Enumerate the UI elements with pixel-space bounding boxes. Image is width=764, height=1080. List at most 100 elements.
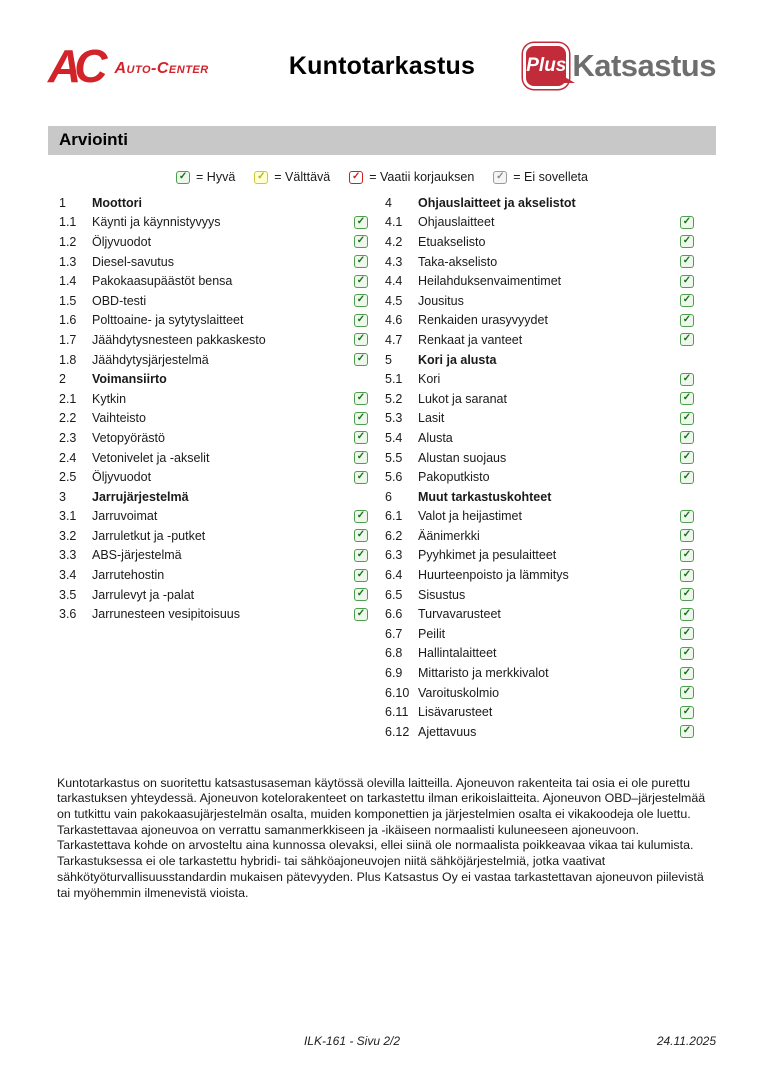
item-number: 5.6 [385,470,403,485]
legend-item-na: ✓ = Ei sovelleta [493,170,588,184]
item-label: Jarrulevyt ja -palat [92,587,195,602]
status-checkbox-good-icon: ✓ [680,451,694,465]
checklist-item-row: 2.1 Kytkin ✓ [59,389,369,409]
item-label: Hallintalaitteet [418,646,497,661]
item-number: 6.2 [385,528,403,543]
status-checkbox-good-icon: ✓ [680,509,694,523]
item-number: 6.7 [385,626,403,641]
item-number: 5.5 [385,450,403,465]
item-number: 6.12 [385,724,410,739]
item-number: 6.5 [385,587,403,602]
report-header: AC Auto-Center Kuntotarkastus Plus Katsa… [48,36,716,96]
status-checkbox-good-icon: ✓ [354,392,368,406]
item-label: Jäähdytysjärjestelmä [92,352,209,367]
item-number: 2.3 [59,430,77,445]
checklist-item-row: 4.4 Heilahduksenvaimentimet ✓ [385,271,695,291]
item-label: Pakokaasupäästöt bensa [92,274,233,289]
item-label: Pyyhkimet ja pesulaitteet [418,548,557,563]
checklist-item-row: 4.2 Etuakselisto ✓ [385,232,695,252]
item-label: Vetonivelet ja -akselit [92,450,210,465]
item-label: Öljyvuodot [92,234,152,249]
item-label: Jarrunesteen vesipitoisuus [92,607,240,622]
item-number: 2.5 [59,470,77,485]
item-number: 5.4 [385,430,403,445]
item-number: 1.8 [59,352,77,367]
status-checkbox-good-icon: ✓ [680,215,694,229]
item-label: Valot ja heijastimet [418,509,522,524]
checklist-item-row: 2.5 Öljyvuodot ✓ [59,467,369,487]
status-checkbox-good-icon: ✓ [354,313,368,327]
item-number: 6 [385,489,392,504]
item-number: 2 [59,372,66,387]
status-checkbox-good-icon: ✓ [680,470,694,484]
status-checkbox-good-icon: ✓ [354,588,368,602]
checklist-item-row: 4.1 Ohjauslaitteet ✓ [385,213,695,233]
auto-center-logo-text: Auto-Center [114,60,209,77]
item-number: 1 [59,195,66,210]
status-checkbox-good-icon: ✓ [354,451,368,465]
status-checkbox-good-icon: ✓ [354,215,368,229]
legend-checkbox-repair-icon: ✓ [349,170,364,184]
checklist-item-row: 4.6 Renkaiden urasyvyydet ✓ [385,311,695,331]
checklist-item-row: 6.5 Sisustus ✓ [385,585,695,605]
status-checkbox-good-icon: ✓ [680,372,694,386]
checklist-section-header-row: 2 Voimansiirto [59,369,369,389]
item-number: 2.1 [59,391,77,406]
item-number: 4.2 [385,234,403,249]
item-number: 5.1 [385,372,403,387]
item-number: 4.3 [385,254,403,269]
item-number: 1.5 [59,293,77,308]
item-number: 4.5 [385,293,403,308]
checklist-item-row: 1.1 Käynti ja käynnistyvyys ✓ [59,213,369,233]
item-label: Heilahduksenvaimentimet [418,274,562,289]
status-checkbox-good-icon: ✓ [680,255,694,269]
status-checkbox-good-icon: ✓ [354,333,368,347]
checklist-item-row: 3.5 Jarrulevyt ja -palat ✓ [59,585,369,605]
checklist-item-row: 6.4 Huurteenpoisto ja lämmitys ✓ [385,565,695,585]
item-label: Peilit [418,626,446,641]
item-label: Ajettavuus [418,724,477,739]
item-label: Jarruvoimat [92,509,158,524]
item-label: Jarrutehostin [92,568,165,583]
legend-label-fair: = Välttävä [274,170,331,184]
item-number: 1.3 [59,254,77,269]
item-label: Sisustus [418,587,466,602]
checklist-item-row: 2.2 Vaihteisto ✓ [59,409,369,429]
checklist-item-row: 1.8 Jäähdytysjärjestelmä ✓ [59,350,369,370]
item-label: Ohjauslaitteet ja akselistot [418,195,576,210]
item-label: Lasit [418,411,445,426]
checklist-section-header-row: 6 Muut tarkastuskohteet [385,487,695,507]
checklist-item-row: 5.6 Pakoputkisto ✓ [385,467,695,487]
item-number: 6.8 [385,646,403,661]
item-label: Taka-akselisto [418,254,498,269]
item-number: 4 [385,195,392,210]
item-label: Jousitus [418,293,464,308]
checklist-item-row: 6.7 Peilit ✓ [385,624,695,644]
item-label: Pakoputkisto [418,470,490,485]
legend-label-na: = Ei sovelleta [513,170,588,184]
item-label: OBD-testi [92,293,147,308]
item-number: 6.6 [385,607,403,622]
status-checkbox-good-icon: ✓ [680,392,694,406]
item-label: Renkaiden urasyvyydet [418,313,548,328]
page-footer: ILK-161 - Sivu 2/2 24.11.2025 [48,1034,716,1050]
checklist-item-row: 1.5 OBD-testi ✓ [59,291,369,311]
inspection-checklist: 1 Moottori 1.1 Käynti ja käynnistyvyys ✓ 1.2 Ö… [48,193,716,742]
checklist-section-header-row: 5 Kori ja alusta [385,350,695,370]
item-number: 1.6 [59,313,77,328]
plus-badge-icon: Plus [523,43,576,89]
status-checkbox-good-icon: ✓ [680,313,694,327]
item-number: 3.2 [59,528,77,543]
status-checkbox-good-icon: ✓ [680,548,694,562]
item-number: 6.9 [385,666,403,681]
section-header-arviointi: Arviointi [48,126,716,155]
status-checkbox-good-icon: ✓ [354,470,368,484]
item-label: Lukot ja saranat [418,391,507,406]
checklist-item-row: 6.8 Hallintalaitteet ✓ [385,644,695,664]
checklist-item-row: 2.4 Vetonivelet ja -akselit ✓ [59,448,369,468]
item-label: Polttoaine- ja sytytyslaitteet [92,313,244,328]
item-number: 4.7 [385,332,403,347]
checklist-item-row: 6.6 Turvavarusteet ✓ [385,604,695,624]
item-number: 3.3 [59,548,77,563]
item-number: 4.1 [385,215,403,230]
